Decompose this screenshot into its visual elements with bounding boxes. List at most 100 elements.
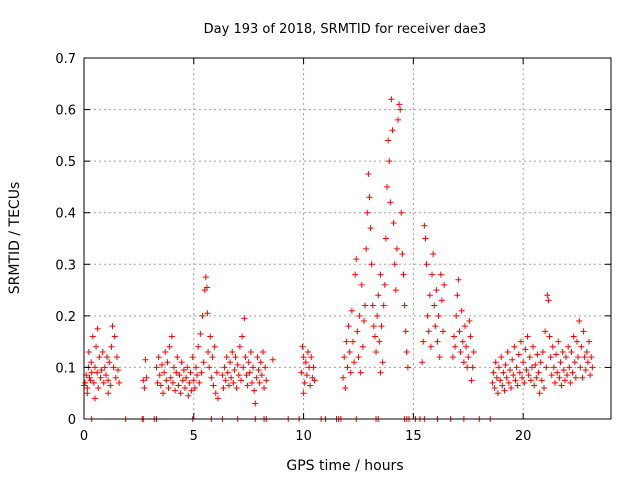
- data-point: [84, 385, 91, 392]
- data-point: [375, 292, 382, 299]
- data-point: [202, 274, 209, 281]
- data-point: [220, 385, 227, 392]
- data-point: [437, 271, 444, 278]
- data-point: [441, 281, 448, 288]
- data-point: [489, 379, 496, 386]
- data-point: [511, 343, 518, 350]
- data-point: [167, 374, 174, 381]
- data-point: [420, 338, 427, 345]
- data-point: [261, 385, 268, 392]
- data-point: [536, 390, 543, 397]
- data-point: [396, 101, 403, 108]
- chart-title: Day 193 of 2018, SRMTID for receiver dae…: [204, 22, 487, 37]
- data-point: [463, 343, 470, 350]
- x-tick-label: 5: [190, 429, 198, 444]
- x-tick-label: 0: [80, 429, 88, 444]
- data-point: [165, 385, 172, 392]
- data-point: [199, 312, 206, 319]
- data-point: [398, 209, 405, 216]
- data-point: [573, 338, 580, 345]
- data-point: [402, 328, 409, 335]
- data-point: [246, 369, 253, 376]
- data-point: [469, 364, 476, 371]
- data-point: [222, 377, 229, 384]
- data-point: [227, 359, 234, 366]
- data-point: [211, 343, 218, 350]
- data-point: [91, 364, 98, 371]
- data-point: [580, 328, 587, 335]
- data-point: [311, 377, 318, 384]
- data-point: [524, 333, 531, 340]
- data-points: [81, 96, 596, 422]
- data-point: [348, 307, 355, 314]
- data-point: [191, 385, 198, 392]
- data-point: [457, 348, 464, 355]
- data-point: [521, 379, 528, 386]
- data-point: [470, 348, 477, 355]
- data-point: [583, 348, 590, 355]
- data-point: [401, 302, 408, 309]
- data-point: [559, 348, 566, 355]
- data-point: [392, 287, 399, 294]
- data-point: [106, 359, 113, 366]
- data-point: [499, 382, 506, 389]
- data-point: [404, 364, 411, 371]
- data-point: [586, 338, 593, 345]
- data-point: [162, 348, 169, 355]
- data-point: [373, 348, 380, 355]
- data-point: [453, 312, 460, 319]
- data-point: [168, 333, 175, 340]
- data-point: [589, 364, 596, 371]
- data-point: [342, 385, 349, 392]
- ticks: [83, 57, 611, 420]
- data-point: [242, 354, 249, 361]
- data-point: [494, 390, 501, 397]
- data-point: [95, 385, 102, 392]
- data-point: [209, 354, 216, 361]
- data-point: [212, 390, 219, 397]
- data-point: [169, 379, 176, 386]
- data-point: [91, 395, 98, 402]
- data-point: [153, 364, 160, 371]
- data-point: [164, 359, 171, 366]
- data-point: [464, 364, 471, 371]
- data-point: [374, 312, 381, 319]
- data-point: [207, 333, 214, 340]
- data-point: [534, 351, 541, 358]
- data-point: [250, 364, 257, 371]
- data-point: [308, 354, 315, 361]
- data-point: [259, 348, 266, 355]
- data-point: [566, 364, 573, 371]
- data-point: [204, 310, 211, 317]
- data-point: [496, 364, 503, 371]
- data-point: [93, 343, 100, 350]
- data-point: [155, 354, 162, 361]
- data-point: [535, 369, 542, 376]
- data-point: [238, 377, 245, 384]
- data-point: [232, 354, 239, 361]
- data-point: [578, 343, 585, 350]
- data-point: [572, 374, 579, 381]
- data-point: [533, 374, 540, 381]
- data-point: [497, 377, 504, 384]
- data-point: [231, 367, 238, 374]
- data-point: [567, 379, 574, 386]
- data-point: [205, 348, 212, 355]
- data-point: [358, 281, 365, 288]
- data-point: [300, 390, 307, 397]
- data-point: [357, 369, 364, 376]
- data-point: [183, 374, 190, 381]
- data-point: [512, 377, 519, 384]
- data-point: [557, 359, 564, 366]
- data-point: [194, 372, 201, 379]
- data-point: [105, 377, 112, 384]
- data-point: [104, 354, 111, 361]
- data-point: [98, 367, 105, 374]
- data-point: [88, 359, 95, 366]
- data-point: [545, 297, 552, 304]
- data-point: [459, 338, 466, 345]
- data-point: [385, 137, 392, 144]
- data-point: [517, 338, 524, 345]
- data-point: [362, 302, 369, 309]
- data-point: [210, 382, 217, 389]
